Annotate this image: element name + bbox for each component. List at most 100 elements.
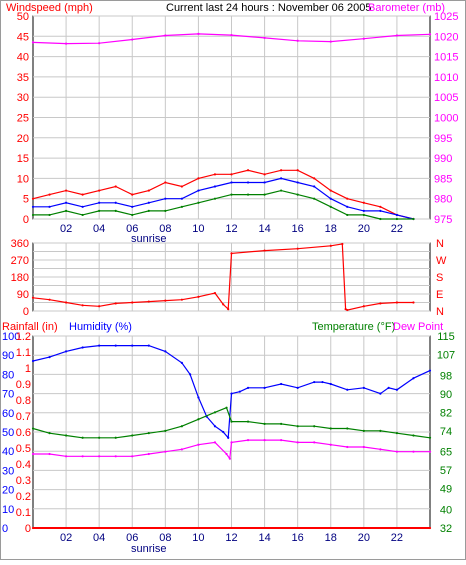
direction-y-tick-label: 180 [11, 272, 29, 284]
sunrise-label-3: sunrise [131, 543, 166, 555]
rain-y-tick-label: 1 [25, 363, 31, 375]
direction-point [227, 308, 230, 311]
rain-y-tick-label: 0.9 [16, 379, 31, 391]
wind-x-tick-label: 04 [93, 223, 105, 235]
direction-point [329, 244, 332, 247]
windspeed-point [296, 169, 299, 172]
direction-grid [33, 242, 430, 312]
rain-y-tick-label: 0.2 [16, 491, 31, 503]
direction-point [81, 304, 84, 307]
humidity-point [395, 388, 399, 391]
humidity-point [230, 392, 233, 395]
direction-point [114, 302, 117, 305]
windspeed-point [213, 185, 217, 188]
windspeed-point [246, 181, 250, 184]
humidity-point [346, 388, 349, 391]
temperature-point [395, 432, 399, 435]
humidity-point [147, 344, 150, 347]
windspeed-point [147, 189, 150, 192]
humidity-point [412, 377, 415, 380]
windspeed-point [197, 201, 200, 204]
wind-y-tick-label: 45 [17, 31, 29, 43]
windspeed-point [346, 197, 349, 200]
humidity-point [296, 386, 299, 389]
humidity-point [114, 344, 117, 347]
rain-x-tick-label: 16 [292, 532, 304, 544]
windspeed-point [131, 205, 134, 208]
temp-y-tick-label: 90 [440, 389, 452, 401]
rainfall-point [428, 526, 432, 530]
temperature-point [197, 418, 200, 421]
windspeed-line [33, 189, 414, 220]
dewpoint-point [362, 445, 365, 449]
dew-label: Dew Point [393, 321, 443, 333]
dewpoint-point [228, 457, 231, 460]
temperature-line [32, 406, 431, 439]
temperature-point [263, 422, 266, 426]
humidity-point [238, 390, 241, 393]
humidity-point [222, 430, 225, 434]
humidity-point [189, 373, 192, 376]
rain-hum-temp-series [31, 344, 432, 530]
compass-label: N [436, 238, 444, 250]
windspeed-point [230, 193, 233, 196]
rain-hum-temp-grid [33, 335, 430, 529]
wind-x-tick-label: 02 [60, 223, 72, 235]
dewpoint-point [296, 441, 299, 444]
wind-baro-grid [33, 15, 430, 220]
direction-point [131, 301, 134, 304]
windspeed-point [263, 181, 266, 184]
barometer-point [362, 37, 365, 40]
humidity-point [213, 425, 217, 428]
barometer-point [164, 34, 167, 37]
direction-y-tick-label: 270 [11, 255, 29, 267]
windspeed-point [98, 189, 101, 192]
windspeed-point [131, 193, 134, 196]
windspeed-point [48, 205, 51, 208]
windspeed-point [180, 205, 183, 208]
windspeed-point [296, 193, 299, 196]
rain-y-tick-label: 1.1 [16, 347, 31, 359]
rain-x-tick-label: 04 [93, 532, 105, 544]
compass-label: W [436, 255, 447, 267]
baro-y-tick-label: 980 [434, 194, 452, 206]
rain-y-tick-label: 0.6 [16, 427, 31, 439]
windspeed-point [64, 201, 68, 204]
wind-y-tick-label: 25 [17, 113, 29, 125]
baro-y-tick-label: 1020 [434, 31, 458, 43]
humidity-y-tick-label: 10 [2, 504, 14, 516]
header-title: Current last 24 hours : November 06 2005 [166, 2, 371, 14]
windspeed-point [379, 209, 382, 212]
dewpoint-point [230, 441, 233, 444]
humidity-point [227, 436, 230, 439]
baro-y-tick-label: 1000 [434, 113, 458, 125]
dewpoint-point [81, 455, 84, 458]
humidity-point [180, 361, 183, 364]
compass-label: N [436, 306, 444, 318]
dewpoint-point [114, 455, 117, 458]
chart-rain-hum-temp: 0 10 20 30 40 50 60 70 80 90 100 0 0.1 0.2 0.3 0.4 0.5 0.… [2, 331, 455, 555]
windspeed-point [313, 185, 316, 188]
dewpoint-point [313, 441, 316, 444]
humidity-point [321, 380, 324, 384]
barometer-point [296, 39, 299, 42]
windspeed-point [114, 185, 117, 188]
direction-point [346, 308, 349, 312]
windspeed-point [64, 189, 68, 192]
baro-y-tick-label: 995 [434, 133, 452, 145]
temp-y-tick-label: 98 [440, 370, 452, 382]
direction-y-tick-label: 90 [17, 289, 29, 301]
barometer-point [98, 42, 101, 45]
temperature-point [296, 425, 299, 428]
rain-y-tick-label: 0.4 [16, 459, 31, 471]
windspeed-point [346, 213, 349, 217]
dewpoint-point [164, 450, 167, 453]
wind-y-tick-label: 20 [17, 133, 29, 145]
direction-point [230, 252, 233, 255]
direction-point [344, 308, 347, 311]
temp-y-tick-label: 32 [440, 523, 452, 535]
dewpoint-point [213, 441, 217, 444]
humidity-point [31, 359, 35, 363]
